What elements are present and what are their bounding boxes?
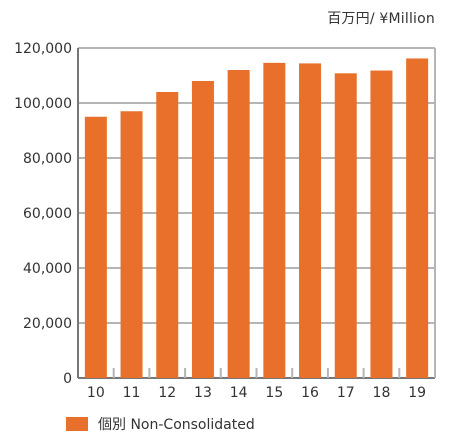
x-tick-label: 17 — [337, 385, 355, 401]
y-tick-label: 120,000 — [14, 41, 72, 57]
bar — [120, 111, 143, 378]
bar — [334, 73, 357, 379]
bar — [406, 58, 429, 378]
legend: 個別 Non-Consolidated — [66, 414, 255, 434]
bar — [191, 81, 214, 378]
bar — [263, 62, 286, 378]
x-tick-label: 16 — [301, 385, 319, 401]
bar — [370, 70, 393, 379]
bar — [84, 116, 107, 378]
y-tick-label: 20,000 — [23, 316, 72, 332]
unit-label: 百万円/ ¥Million — [327, 11, 435, 27]
bar — [299, 63, 322, 379]
legend-swatch — [66, 417, 88, 431]
bar — [227, 70, 250, 378]
bar — [156, 92, 179, 378]
x-tick-label: 13 — [194, 385, 212, 401]
y-tick-label: 0 — [63, 371, 72, 387]
y-tick-label: 40,000 — [23, 261, 72, 277]
x-tick-label: 19 — [408, 385, 426, 401]
y-tick-label: 80,000 — [23, 151, 72, 167]
legend-label: 個別 Non-Consolidated — [98, 417, 255, 433]
x-tick-label: 10 — [87, 385, 105, 401]
x-tick-label: 18 — [373, 385, 391, 401]
x-tick-label: 15 — [265, 385, 283, 401]
y-tick-label: 60,000 — [23, 206, 72, 222]
x-tick-label: 12 — [158, 385, 176, 401]
x-tick-label: 14 — [230, 385, 248, 401]
y-tick-label: 100,000 — [14, 96, 72, 112]
x-tick-label: 11 — [123, 385, 141, 401]
